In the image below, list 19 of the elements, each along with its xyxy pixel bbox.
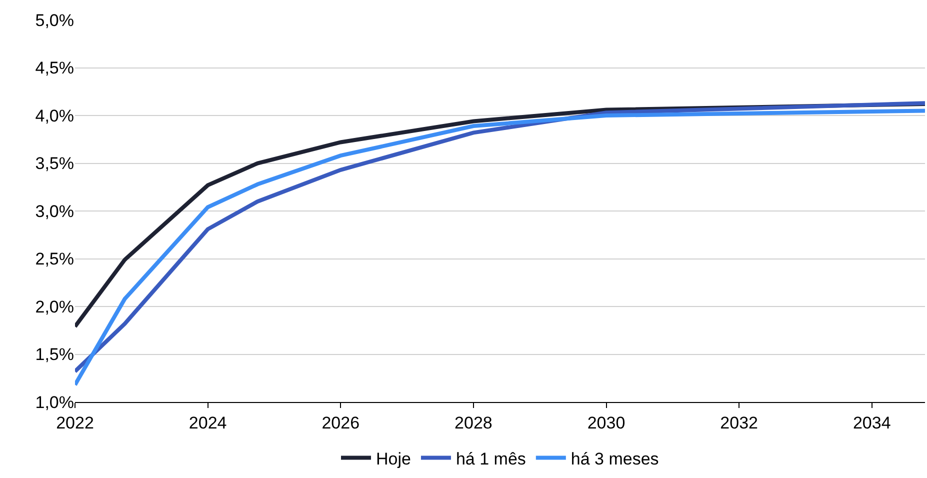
x-tick-label: 2032 bbox=[720, 413, 758, 432]
y-tick-label: 3,5% bbox=[35, 154, 74, 174]
legend-label: Hoje bbox=[376, 449, 411, 468]
y-tick-label: 2,5% bbox=[35, 250, 74, 269]
legend-label: há 1 mês bbox=[456, 449, 526, 468]
y-tick-label: 2,0% bbox=[35, 297, 74, 316]
y-tick-label: 1,5% bbox=[35, 345, 74, 364]
y-tick-label: 1,0% bbox=[35, 392, 74, 412]
y-tick-label: 5,0% bbox=[35, 10, 74, 30]
y-tick-label: 3,0% bbox=[35, 202, 74, 221]
x-tick-label: 2028 bbox=[454, 413, 492, 432]
legend-label: há 3 meses bbox=[570, 449, 659, 468]
x-tick-label: 2026 bbox=[322, 413, 360, 432]
y-tick-label: 4,0% bbox=[35, 106, 74, 126]
x-tick-label: 2022 bbox=[56, 413, 94, 432]
x-tick-label: 2024 bbox=[188, 413, 227, 432]
x-tick-label: 2034 bbox=[852, 413, 891, 432]
y-tick-label: 4,5% bbox=[35, 58, 74, 78]
x-tick-label: 2030 bbox=[587, 413, 626, 432]
